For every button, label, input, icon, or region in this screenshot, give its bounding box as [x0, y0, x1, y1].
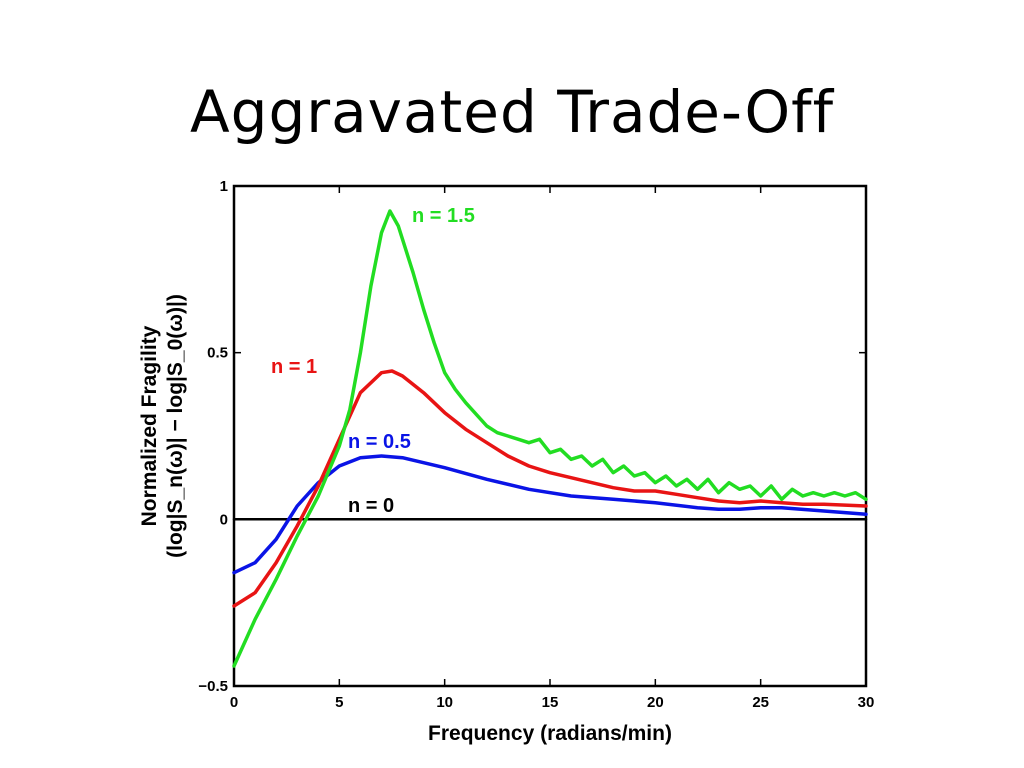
y-axis-label-line1: Normalized Fragility — [138, 325, 161, 526]
y-tick-label: 1 — [220, 178, 228, 195]
y-tick-label: −0.5 — [198, 678, 228, 695]
x-tick-label: 5 — [335, 694, 343, 711]
x-tick-label: 20 — [647, 694, 664, 711]
x-tick-label: 10 — [436, 694, 453, 711]
plot-frame — [232, 184, 868, 688]
series-label-2: n = 1 — [271, 356, 317, 378]
y-tick-label: 0.5 — [207, 345, 228, 362]
series-line-3 — [232, 209, 868, 668]
series-label-1: n = 0.5 — [348, 431, 411, 453]
x-tick-label: 0 — [230, 694, 238, 711]
x-tick-label: 30 — [858, 694, 875, 711]
series-label-0: n = 0 — [348, 495, 394, 517]
x-tick-label: 25 — [752, 694, 769, 711]
y-tick-label: 0 — [220, 511, 228, 528]
x-tick-label: 15 — [542, 694, 559, 711]
slide-title: Aggravated Trade-Off — [189, 78, 835, 146]
series-line-2 — [232, 369, 868, 608]
y-axis-label-line2: (log|S_n(ω)| − log|S_0(ω)|) — [164, 294, 187, 558]
series-label-3: n = 1.5 — [412, 205, 475, 227]
x-axis-label: Frequency (radians/min) — [428, 722, 672, 745]
series-line-1 — [232, 454, 868, 575]
